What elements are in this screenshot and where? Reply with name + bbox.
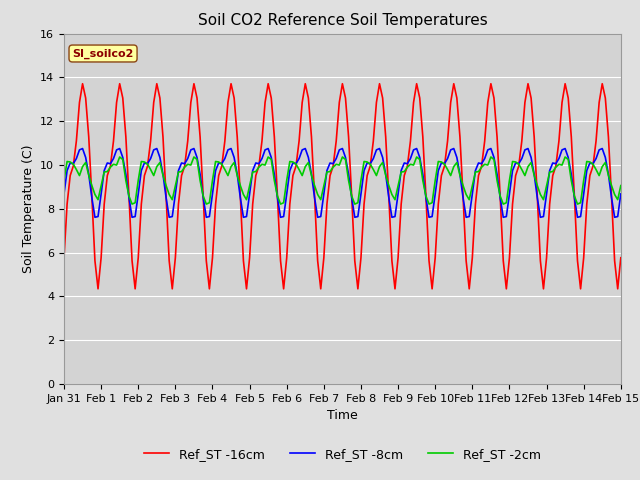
Ref_ST -2cm: [332, 161, 340, 167]
Ref_ST -16cm: [106, 163, 115, 169]
Ref_ST -8cm: [527, 155, 535, 160]
Ref_ST -8cm: [218, 161, 226, 167]
Ref_ST -16cm: [60, 255, 68, 261]
Ref_ST -8cm: [91, 215, 99, 220]
Line: Ref_ST -2cm: Ref_ST -2cm: [64, 157, 621, 204]
Line: Ref_ST -8cm: Ref_ST -8cm: [64, 148, 621, 217]
Ref_ST -8cm: [617, 191, 625, 197]
Ref_ST -2cm: [60, 178, 68, 183]
Ref_ST -16cm: [617, 255, 625, 261]
Ref_ST -2cm: [106, 164, 115, 170]
Ref_ST -2cm: [150, 173, 157, 179]
Ref_ST -8cm: [413, 145, 420, 151]
Ref_ST -2cm: [116, 154, 124, 160]
Ref_ST -16cm: [215, 173, 223, 179]
Legend: Ref_ST -16cm, Ref_ST -8cm, Ref_ST -2cm: Ref_ST -16cm, Ref_ST -8cm, Ref_ST -2cm: [139, 443, 546, 466]
X-axis label: Time: Time: [327, 409, 358, 422]
Ref_ST -2cm: [617, 183, 625, 189]
Ref_ST -16cm: [143, 163, 151, 169]
Ref_ST -2cm: [527, 160, 535, 166]
Ref_ST -8cm: [147, 156, 154, 161]
Ref_ST -16cm: [326, 173, 334, 179]
Ref_ST -8cm: [330, 161, 337, 167]
Ref_ST -16cm: [376, 81, 383, 86]
Ref_ST -16cm: [524, 81, 532, 86]
Ref_ST -8cm: [332, 156, 340, 161]
Ref_ST -8cm: [60, 191, 68, 197]
Line: Ref_ST -16cm: Ref_ST -16cm: [64, 84, 621, 289]
Ref_ST -16cm: [614, 286, 621, 292]
Ref_ST -2cm: [221, 167, 228, 172]
Text: SI_soilco2: SI_soilco2: [72, 48, 134, 59]
Ref_ST -2cm: [335, 162, 343, 168]
Ref_ST -2cm: [128, 201, 136, 207]
Ref_ST -16cm: [330, 163, 337, 169]
Title: Soil CO2 Reference Soil Temperatures: Soil CO2 Reference Soil Temperatures: [198, 13, 487, 28]
Y-axis label: Soil Temperature (C): Soil Temperature (C): [22, 144, 35, 273]
Ref_ST -8cm: [109, 156, 117, 161]
